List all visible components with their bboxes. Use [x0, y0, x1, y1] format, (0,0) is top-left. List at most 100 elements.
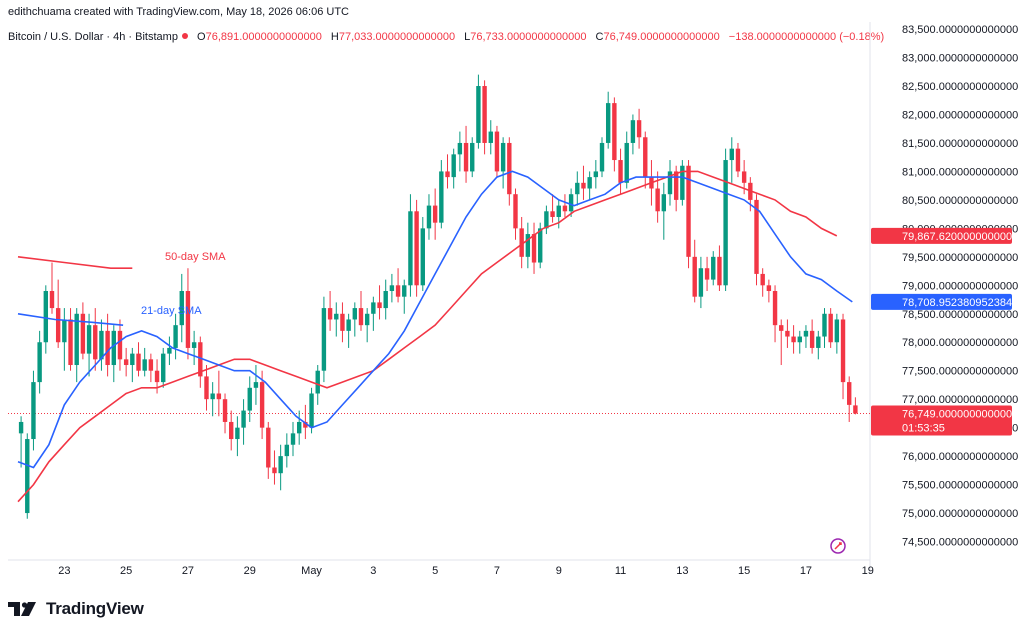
candle-body	[136, 353, 141, 371]
candle-body	[513, 194, 518, 229]
sma21-annotation: 21-day SMA	[141, 305, 202, 317]
candle-body	[191, 342, 197, 348]
y-tick-label: 79,500.0000000000000	[902, 252, 1018, 264]
x-tick-label: May	[301, 565, 322, 577]
candle-body	[630, 120, 636, 143]
replay-icon-arrow	[834, 542, 842, 550]
sma50-price-tag: 79,867.6200000000000	[902, 231, 1018, 243]
candle-body	[538, 228, 543, 263]
chart-legend: Bitcoin / U.S. Dollar · 4h · Bitstamp O7…	[8, 31, 884, 43]
candle-body	[488, 131, 493, 143]
candle-body	[735, 148, 741, 172]
candle-body	[117, 330, 123, 360]
candle-body	[37, 342, 42, 383]
candle-body	[463, 142, 469, 172]
candle-body	[593, 171, 599, 178]
price-axis[interactable]: 74,500.0000000000000 75,000.0000000000000…	[871, 24, 1018, 549]
change-value: −138.0000000000000 (−0.18%)	[728, 31, 885, 43]
high-value: 77,033.0000000000000	[338, 31, 456, 43]
candle-body	[432, 205, 438, 223]
y-tick-label: 83,500.0000000000000	[902, 24, 1018, 36]
y-tick-label: 77,500.0000000000000	[902, 366, 1018, 378]
y-tick-label: 80,500.0000000000000	[902, 195, 1018, 207]
y-tick-label: 82,000.0000000000000	[902, 109, 1018, 121]
last-price-tag-bg	[871, 405, 1012, 436]
y-tick-label: 79,000.0000000000000	[902, 280, 1018, 292]
candle-body	[853, 405, 858, 414]
candle-body	[309, 393, 314, 428]
candle-body	[266, 427, 271, 468]
candle-body	[772, 291, 778, 326]
x-tick-label: 23	[58, 565, 70, 577]
candle-body	[185, 291, 191, 348]
tradingview-logo-icon	[8, 602, 36, 616]
candle-body	[123, 359, 129, 366]
candle-body	[575, 182, 580, 195]
candle-body	[229, 421, 234, 440]
open-value: 76,891.0000000000000	[205, 31, 322, 43]
candle-body	[643, 137, 648, 178]
candle-body	[346, 319, 351, 331]
candle-body	[148, 359, 154, 371]
y-tick-label: 81,500.0000000000000	[902, 138, 1018, 150]
candle-body	[25, 439, 30, 514]
x-tick-label: 27	[182, 565, 194, 577]
y-tick-label: 81,000.0000000000000	[902, 166, 1018, 178]
grid	[8, 22, 871, 574]
candle-body	[80, 313, 86, 354]
candle-body	[253, 382, 259, 388]
candle-body	[105, 330, 110, 366]
moving-averages	[17, 170, 853, 503]
candle-body	[568, 194, 574, 212]
time-axis[interactable]: 23 25 27 29 May 3 5 7 9 11 13 15 17 19	[58, 565, 874, 577]
x-tick-label: 9	[556, 565, 562, 577]
candle-body	[803, 330, 809, 337]
candle-body	[717, 256, 722, 286]
candle-body	[352, 308, 358, 320]
candle-body	[636, 120, 642, 138]
candle-body	[816, 336, 821, 348]
candle-body	[161, 353, 166, 383]
x-tick-label: 15	[738, 565, 750, 577]
candle-body	[766, 285, 772, 291]
candle-body	[371, 302, 376, 314]
sma50-annotation: 50-day SMA	[165, 251, 226, 263]
sma21-early-line	[17, 313, 124, 326]
candle-body	[364, 313, 370, 326]
candle-body	[340, 313, 345, 331]
header-note: edithchuama created with TradingView.com…	[8, 6, 349, 18]
candle-body	[729, 148, 734, 161]
x-tick-label: 17	[800, 565, 812, 577]
candle-body	[210, 393, 215, 400]
sma21-price-tag: 78,708.9523809523840	[902, 297, 1018, 309]
candle-body	[315, 370, 320, 394]
symbol-name[interactable]: Bitcoin / U.S. Dollar · 4h · Bitstamp	[8, 31, 178, 43]
candle-body	[49, 291, 55, 309]
candle-body	[624, 142, 629, 183]
candle-body	[321, 308, 327, 371]
sma50-line	[17, 170, 838, 503]
candle-body	[395, 285, 401, 297]
candle-body	[785, 330, 790, 337]
candle-body	[760, 273, 765, 286]
tradingview-logo[interactable]: TradingView	[8, 598, 144, 620]
candle-body	[31, 382, 36, 440]
candle-body	[612, 103, 617, 161]
candle-body	[704, 268, 710, 280]
candle-body	[476, 86, 481, 143]
x-tick-label: 5	[432, 565, 438, 577]
candles	[18, 74, 858, 519]
candle-body	[550, 211, 555, 217]
candle-body	[204, 376, 209, 400]
candle-body	[828, 313, 833, 343]
candle-body	[605, 103, 611, 143]
candle-body	[587, 177, 592, 189]
low-value: 76,733.0000000000000	[470, 31, 587, 43]
replay-icon	[830, 538, 846, 554]
y-tick-label: 74,500.0000000000000	[902, 537, 1018, 549]
y-tick-label: 75,500.0000000000000	[902, 480, 1018, 492]
candle-body	[507, 142, 512, 195]
candle-body	[791, 336, 796, 343]
open-label: O	[197, 31, 206, 43]
